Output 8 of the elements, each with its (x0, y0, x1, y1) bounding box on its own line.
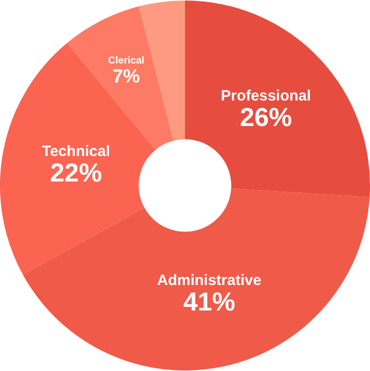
slice-label: Administrative (157, 272, 262, 289)
slice-label: Professional (220, 88, 311, 105)
slice-label: Clerical (108, 55, 144, 66)
data-label: 26% (240, 102, 292, 132)
slice-label: Technical (42, 142, 110, 160)
data-label: 22% (50, 157, 102, 188)
data-label: 41% (183, 286, 236, 316)
data-label: 7% (112, 66, 140, 88)
